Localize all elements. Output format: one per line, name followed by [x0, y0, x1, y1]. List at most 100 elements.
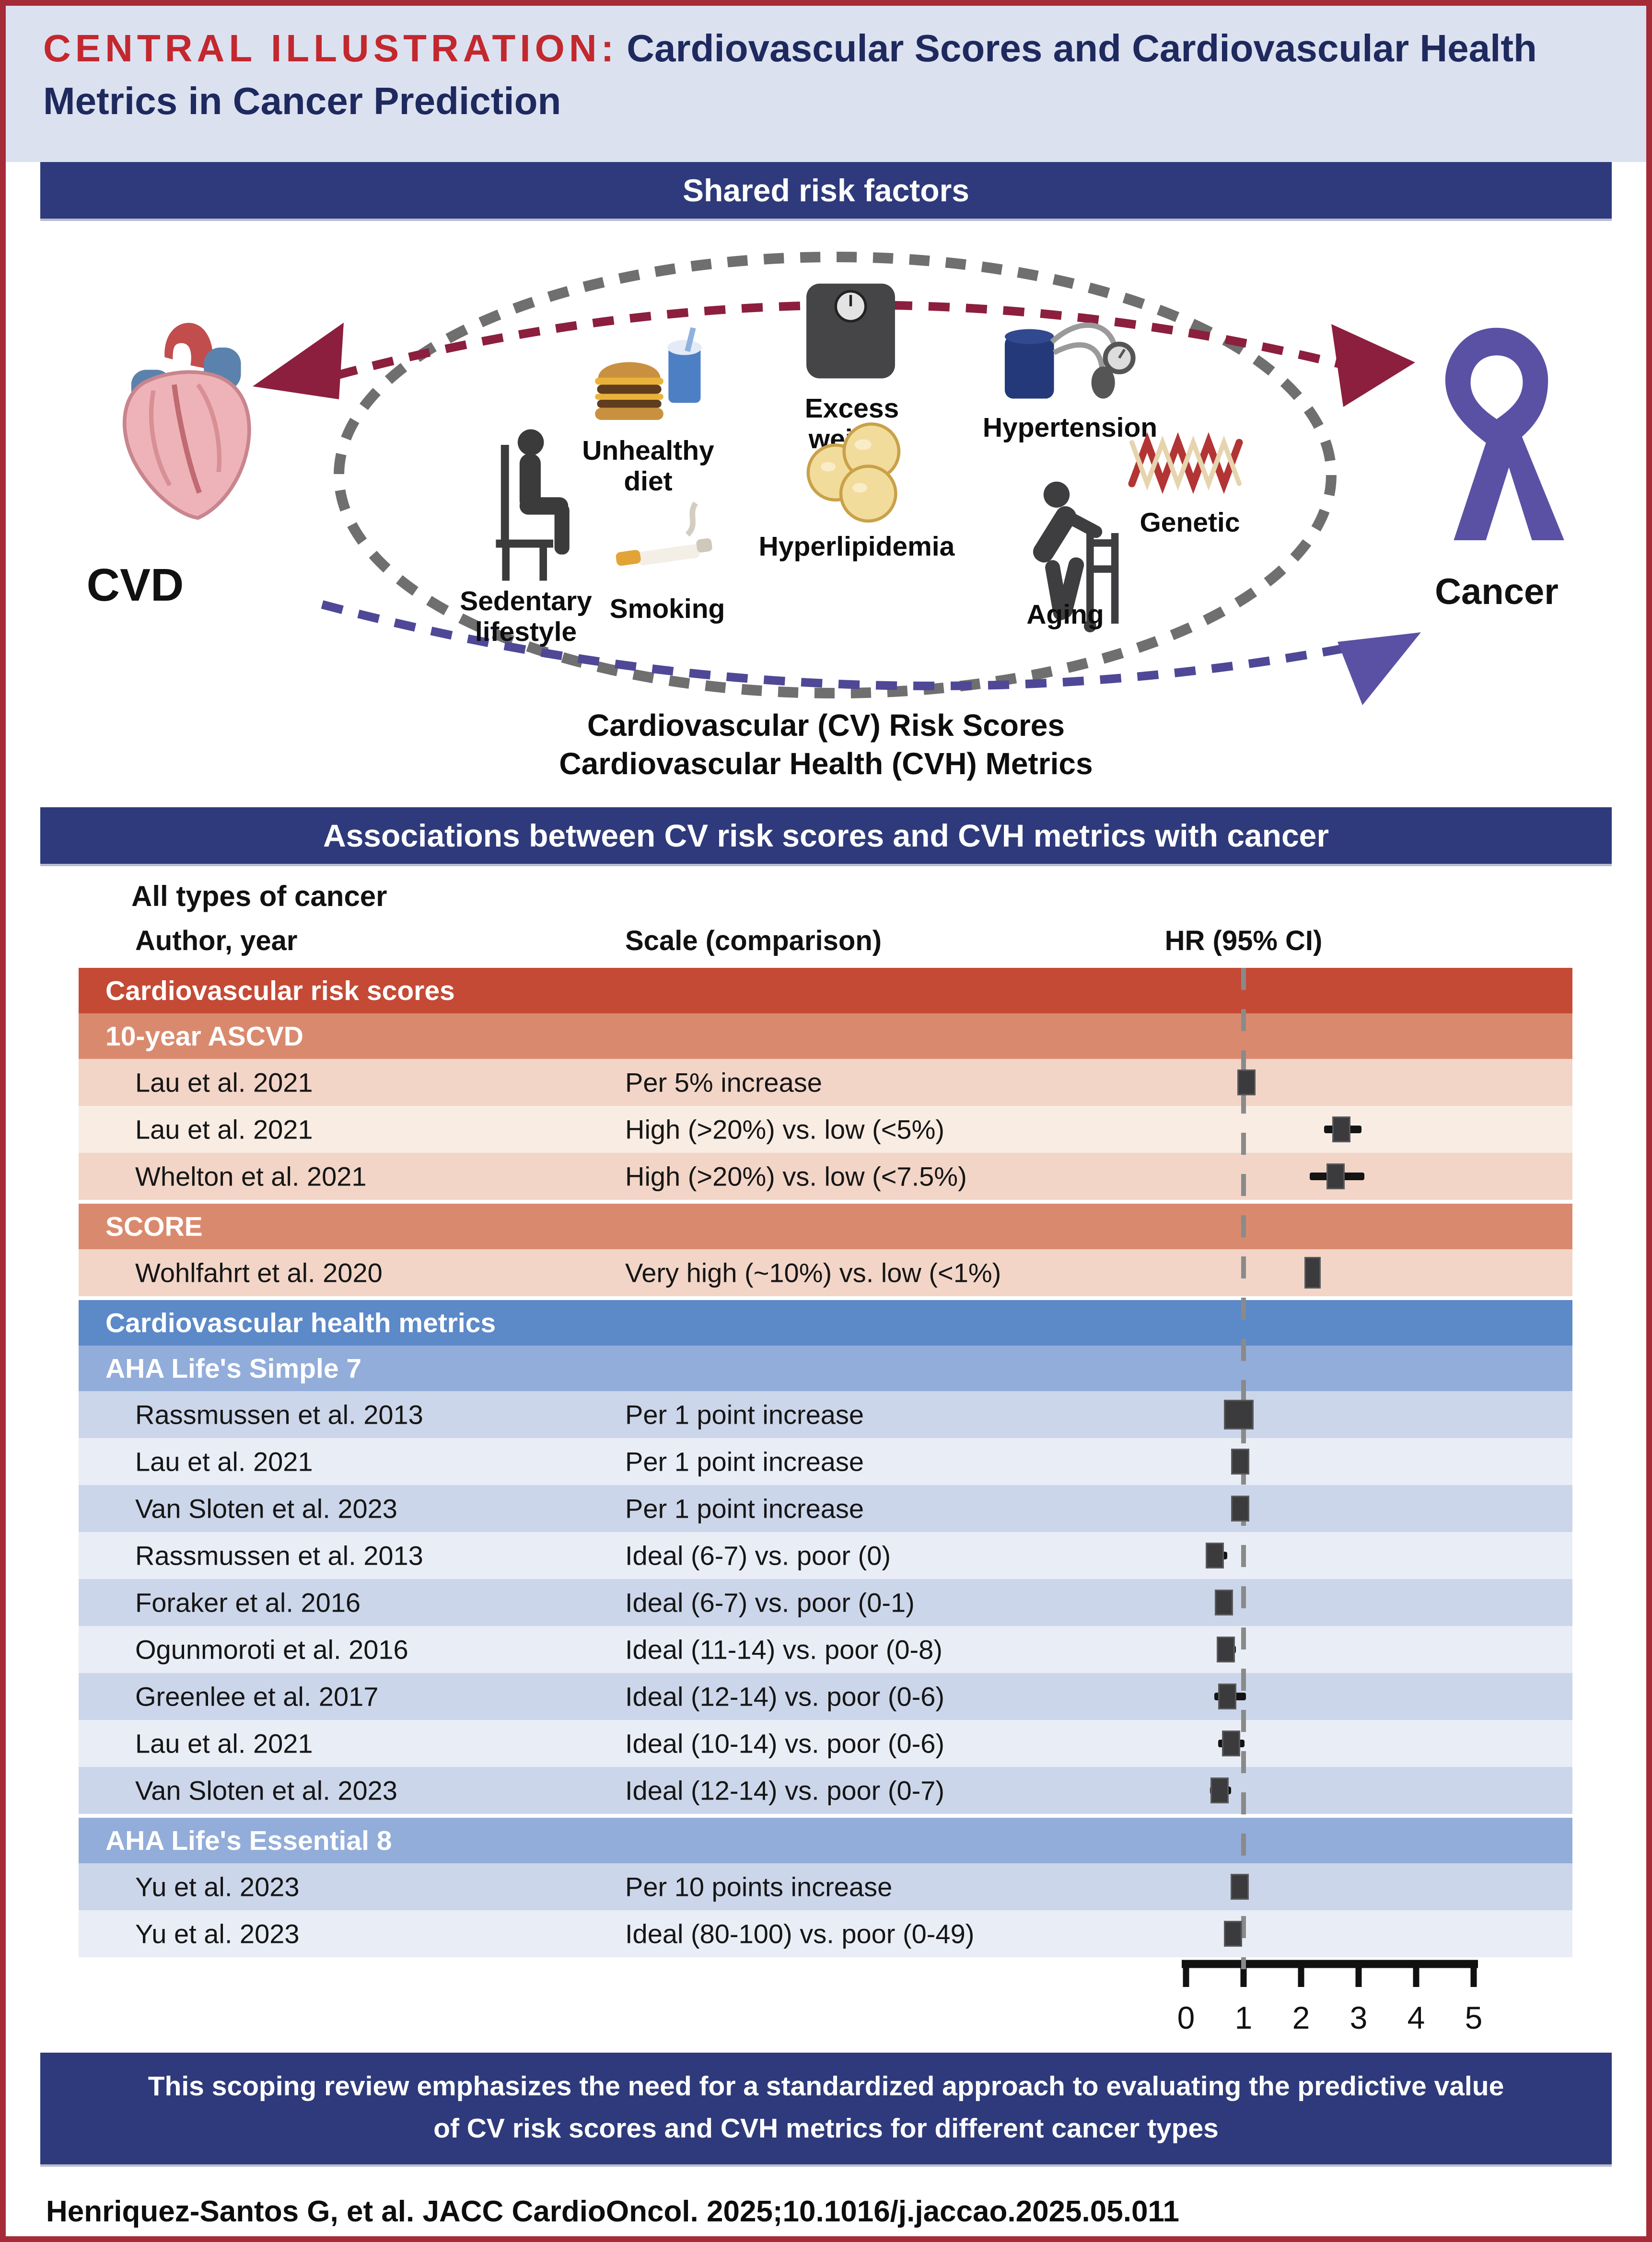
table-row: Foraker et al. 2016 Ideal (6-7) vs. poor …: [79, 1579, 1572, 1626]
author-year: Wohlfahrt et al. 2020: [135, 1257, 383, 1288]
svg-text:2: 2: [1292, 2000, 1310, 2035]
author-year: Lau et al. 2021: [135, 1446, 313, 1477]
scale-comparison: Per 10 points increase: [625, 1871, 893, 1902]
table-row: Greenlee et al. 2017 Ideal (12-14) vs. po…: [79, 1673, 1572, 1720]
table-row: Lau et al. 2021 Per 1 point increase: [79, 1438, 1572, 1485]
aging-label: Aging: [1026, 599, 1104, 630]
table-row: Van Sloten et al. 2023 Ideal (12-14) vs. …: [79, 1767, 1572, 1814]
author-year: Foraker et al. 2016: [135, 1587, 361, 1618]
table-row: Wohlfahrt et al. 2020 Very high (~10%) vs…: [79, 1249, 1572, 1296]
author-year: Lau et al. 2021: [135, 1067, 313, 1098]
cancer-arrow-arc: [321, 600, 1344, 690]
author-year: Rassmussen et al. 2013: [135, 1540, 423, 1571]
shared-risk-diagram: CVD Cancer Unhealthy diet: [6, 221, 1646, 799]
cvd-arrow-arc: [335, 301, 1345, 380]
citation: Henriquez-Santos G, et al. JACC CardioOn…: [46, 2195, 1179, 2228]
smoking-label: Smoking: [609, 593, 725, 624]
genetic-label: Genetic: [1140, 507, 1240, 538]
summary-line2: of CV risk scores and CVH metrics for di…: [433, 2113, 1219, 2144]
page-title: Cardiovascular Scores and Cardiovascular…: [43, 27, 1537, 123]
cancer-label: Cancer: [1435, 571, 1559, 612]
shared-risk-banner: Shared risk factors: [40, 162, 1612, 221]
scale-comparison: Per 5% increase: [625, 1067, 822, 1098]
scale-comparison: Ideal (80-100) vs. poor (0-49): [625, 1918, 975, 1949]
author-year: Whelton et al. 2021: [135, 1161, 367, 1192]
author-year: Yu et al. 2023: [135, 1918, 300, 1949]
scale-comparison: Per 1 point increase: [625, 1399, 864, 1430]
cancer-ribbon-icon: [1420, 312, 1573, 561]
hr-point-marker: [1216, 1637, 1235, 1662]
author-year: Yu et al. 2023: [135, 1871, 300, 1902]
scale-comparison: Ideal (6-7) vs. poor (0-1): [625, 1587, 915, 1618]
table-row: Yu et al. 2023 Ideal (80-100) vs. poor (0…: [79, 1910, 1572, 1957]
arrowhead-right-icon: [1331, 324, 1415, 407]
svg-text:1: 1: [1235, 2000, 1253, 2035]
svg-text:5: 5: [1465, 2000, 1483, 2035]
subsection-header-red: 10-year ASCVD: [79, 1013, 1572, 1059]
arrowhead-bottom-right-icon: [1338, 632, 1421, 705]
scale-comparison: High (>20%) vs. low (<7.5%): [625, 1161, 967, 1192]
section-header-blue: Cardiovascular health metrics: [79, 1300, 1572, 1346]
hr-axis: 0 1 2 3 4 5: [79, 1957, 1572, 2041]
scale-comparison: Per 1 point increase: [625, 1446, 864, 1477]
header-label: 10-year ASCVD: [105, 1021, 303, 1052]
hr-point-marker: [1230, 1874, 1249, 1900]
hr-point-marker: [1222, 1731, 1240, 1756]
header-label: AHA Life's Simple 7: [105, 1353, 362, 1384]
col-author-year: Author, year: [135, 925, 298, 956]
hr-point-marker: [1332, 1116, 1350, 1142]
forest-plot: Cardiovascular risk scores 10-year ASCVD L…: [79, 968, 1572, 2041]
scale-comparison: Ideal (11-14) vs. poor (0-8): [625, 1634, 942, 1665]
hr-point-marker: [1224, 1400, 1254, 1429]
hr-point-marker: [1231, 1496, 1249, 1522]
hyperlipidemia-label: Hyperlipidemia: [758, 531, 955, 562]
sedentary-lifestyle-icon: [478, 426, 579, 584]
author-year: Rassmussen et al. 2013: [135, 1399, 423, 1430]
arrowhead-left-icon: [253, 323, 344, 399]
table-row: Rassmussen et al. 2013 Ideal (6-7) vs. po…: [79, 1532, 1572, 1579]
col-scale: Scale (comparison): [625, 925, 882, 956]
hr-point-marker: [1326, 1163, 1345, 1189]
hypertension-label: Hypertension: [982, 412, 1158, 443]
summary-banner: This scoping review emphasizes the need …: [40, 2053, 1612, 2167]
svg-text:3: 3: [1350, 2000, 1368, 2035]
hr-point-marker: [1218, 1684, 1237, 1709]
scale-comparison: High (>20%) vs. low (<5%): [625, 1114, 945, 1145]
cvd-label: CVD: [86, 559, 184, 611]
table-row: Whelton et al. 2021 High (>20%) vs. low (…: [79, 1153, 1572, 1200]
figure-title-block: CENTRAL ILLUSTRATION: Cardiovascular Scor…: [6, 6, 1646, 162]
subsection-header-blue: AHA Life's Essential 8: [79, 1818, 1572, 1863]
hr-point-marker: [1237, 1069, 1256, 1095]
table-header: All types of cancer Author, year Scale (…: [79, 866, 1572, 968]
smoking-icon: [611, 499, 723, 583]
author-year: Lau et al. 2021: [135, 1728, 313, 1759]
title-prefix: CENTRAL ILLUSTRATION:: [43, 27, 618, 70]
scale-comparison: Per 1 point increase: [625, 1493, 864, 1524]
table-row: Lau et al. 2021 Ideal (10-14) vs. poor (0…: [79, 1720, 1572, 1767]
genetic-icon: [1125, 427, 1252, 501]
hr-point-marker: [1206, 1543, 1224, 1568]
header-label: SCORE: [105, 1211, 203, 1242]
author-year: Ogunmoroti et al. 2016: [135, 1634, 408, 1665]
hr-point-marker: [1231, 1449, 1249, 1475]
hr-point-marker: [1304, 1257, 1321, 1289]
section-header-red: Cardiovascular risk scores: [79, 968, 1572, 1013]
header-label: AHA Life's Essential 8: [105, 1825, 392, 1856]
summary-line1: This scoping review emphasizes the need …: [148, 2071, 1504, 2102]
scale-comparison: Ideal (10-14) vs. poor (0-6): [625, 1728, 945, 1759]
risk-factor-ellipse: [334, 252, 1337, 698]
svg-text:0: 0: [1177, 2000, 1195, 2035]
table-row: Lau et al. 2021 High (>20%) vs. low (<5%): [79, 1106, 1572, 1153]
diagram-arrows-ellipse: [253, 252, 1421, 705]
hypertension-icon: [1001, 319, 1140, 410]
subsection-header-red: SCORE: [79, 1204, 1572, 1249]
aging-icon: [1008, 476, 1120, 637]
table-row: Rassmussen et al. 2013 Per 1 point increa…: [79, 1391, 1572, 1438]
scale-comparison: Ideal (12-14) vs. poor (0-7): [625, 1775, 945, 1806]
hr-point-marker: [1210, 1777, 1229, 1803]
author-year: Van Sloten et al. 2023: [135, 1775, 397, 1806]
unhealthy-diet-icon: [588, 327, 710, 433]
forest-rows: Cardiovascular risk scores 10-year ASCVD L…: [79, 968, 1572, 1957]
scale-comparison: Ideal (12-14) vs. poor (0-6): [625, 1681, 945, 1712]
